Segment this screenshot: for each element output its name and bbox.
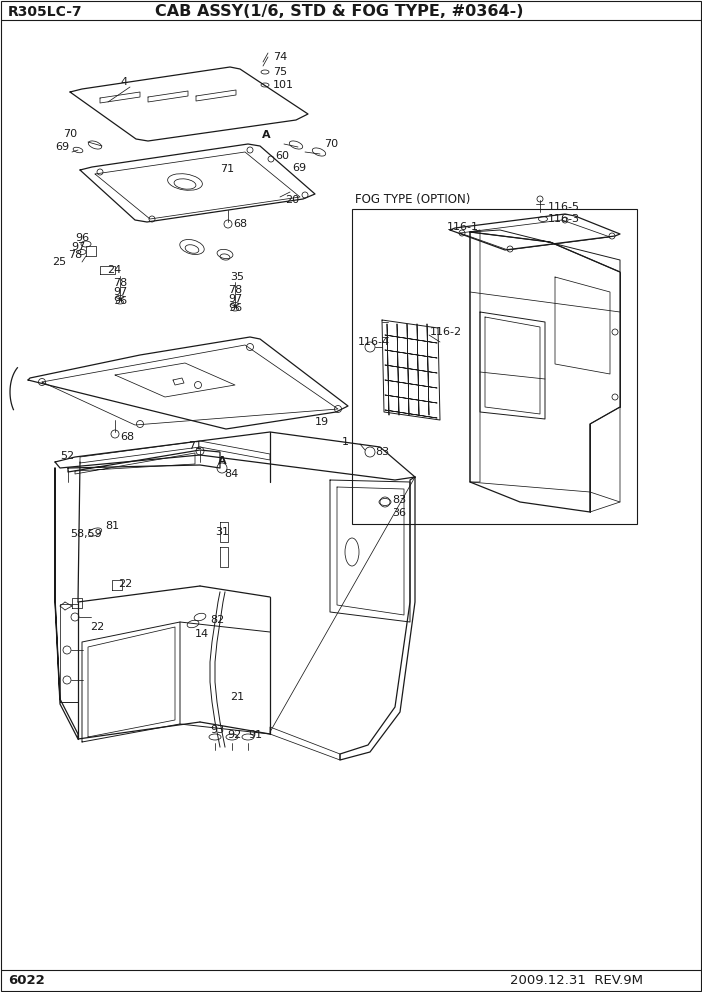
Text: 101: 101 xyxy=(273,80,294,90)
Text: CAB ASSY(1/6, STD & FOG TYPE, #0364-): CAB ASSY(1/6, STD & FOG TYPE, #0364-) xyxy=(155,5,524,20)
Text: 25: 25 xyxy=(52,257,66,267)
Text: 20: 20 xyxy=(285,195,299,205)
Text: 92: 92 xyxy=(227,730,241,740)
Text: 71: 71 xyxy=(220,164,234,174)
Text: 97: 97 xyxy=(113,287,127,297)
Text: 116-4: 116-4 xyxy=(358,337,390,347)
Text: 4: 4 xyxy=(120,77,127,87)
Text: 70: 70 xyxy=(63,129,77,139)
Text: 58,59: 58,59 xyxy=(70,529,102,539)
Text: A: A xyxy=(262,130,271,140)
Text: FOG TYPE (OPTION): FOG TYPE (OPTION) xyxy=(355,192,470,205)
Text: 96: 96 xyxy=(228,303,242,313)
Text: 82: 82 xyxy=(210,615,224,625)
Text: 74: 74 xyxy=(273,52,287,62)
Text: 81: 81 xyxy=(105,521,119,531)
Text: 36: 36 xyxy=(392,508,406,518)
Text: 31: 31 xyxy=(215,527,229,537)
Text: 83: 83 xyxy=(375,447,389,457)
Text: 83: 83 xyxy=(392,495,406,505)
Text: 70: 70 xyxy=(324,139,338,149)
Text: 6022: 6022 xyxy=(8,973,45,986)
Text: 60: 60 xyxy=(275,151,289,161)
Text: 96: 96 xyxy=(75,233,89,243)
Text: 35: 35 xyxy=(230,272,244,282)
Text: 69: 69 xyxy=(292,163,306,173)
Text: R305LC-7: R305LC-7 xyxy=(8,5,83,19)
Text: 78: 78 xyxy=(228,285,242,295)
Text: 91: 91 xyxy=(248,730,262,740)
Text: 78: 78 xyxy=(68,250,82,260)
Text: 2009.12.31  REV.9M: 2009.12.31 REV.9M xyxy=(510,973,643,986)
Text: 24: 24 xyxy=(107,265,121,275)
Text: 97: 97 xyxy=(228,294,242,304)
Text: 116-1: 116-1 xyxy=(447,222,479,232)
Text: 21: 21 xyxy=(230,692,244,702)
Text: 93: 93 xyxy=(210,725,224,735)
Text: 84: 84 xyxy=(224,469,238,479)
Text: 19: 19 xyxy=(315,417,329,427)
Text: A: A xyxy=(218,456,227,466)
Text: 116-3: 116-3 xyxy=(548,214,580,224)
Text: 22: 22 xyxy=(90,622,105,632)
Text: 116-2: 116-2 xyxy=(430,327,462,337)
Bar xyxy=(352,209,637,524)
Text: 71: 71 xyxy=(188,441,202,451)
Text: 68: 68 xyxy=(120,432,134,442)
Text: 68: 68 xyxy=(233,219,247,229)
Text: 116-5: 116-5 xyxy=(548,202,580,212)
Text: 78: 78 xyxy=(113,278,127,288)
Text: 14: 14 xyxy=(195,629,209,639)
Text: 75: 75 xyxy=(273,67,287,77)
Text: 97: 97 xyxy=(71,242,85,252)
Text: 52: 52 xyxy=(60,451,74,461)
Text: 96: 96 xyxy=(113,296,127,306)
Text: 22: 22 xyxy=(118,579,132,589)
Text: 1: 1 xyxy=(342,437,349,447)
Text: 69: 69 xyxy=(55,142,69,152)
